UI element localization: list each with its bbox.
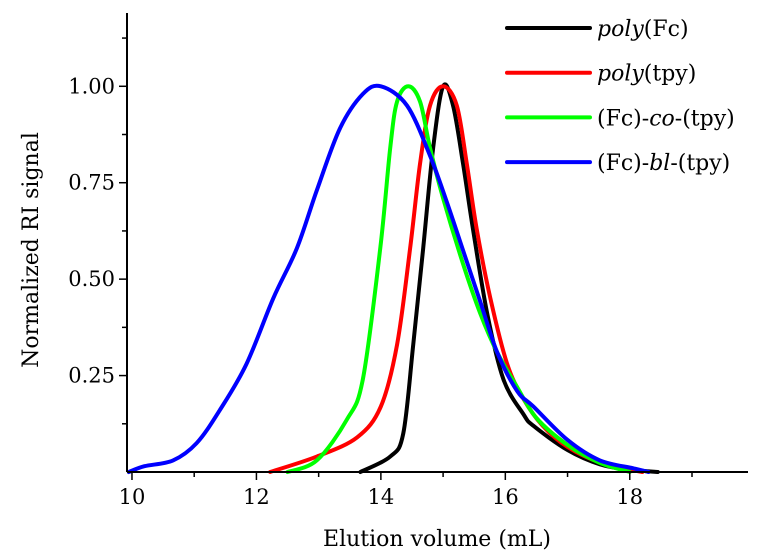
series-line-poly-tpy- [268, 84, 645, 474]
legend: poly(Fc)poly(tpy)(Fc)-co-(tpy)(Fc)-bl-(t… [505, 17, 735, 176]
series-line--fc-bl-tpy- [126, 83, 651, 474]
legend-label-part: (tpy) [644, 62, 697, 87]
legend-label-part: (Fc) [644, 17, 689, 42]
x-tick-label: 12 [243, 485, 270, 509]
x-tick-label: 14 [368, 485, 395, 509]
y-tick-label: 0.50 [68, 267, 115, 291]
legend-label-part: -(tpy) [670, 151, 730, 176]
x-axis-title: Elution volume (mL) [323, 527, 551, 552]
legend-label-part: -(tpy) [675, 106, 735, 131]
legend-label-part: poly [597, 17, 644, 42]
legend-label-part: poly [597, 62, 644, 87]
legend-label: (Fc)-bl-(tpy) [597, 151, 730, 176]
legend-label: poly(tpy) [597, 62, 696, 87]
x-tick-label: 10 [119, 485, 146, 509]
y-tick-label: 1.00 [68, 74, 115, 98]
x-tick-label: 18 [616, 485, 643, 509]
x-tick-label: 16 [492, 485, 519, 509]
y-tick-label: 0.25 [68, 364, 115, 388]
series-line--fc-co-tpy- [285, 84, 632, 474]
y-axis-title: Normalized RI signal [19, 132, 44, 368]
legend-label: (Fc)-co-(tpy) [597, 106, 735, 131]
y-tick-label: 0.75 [68, 171, 115, 195]
legend-label-part: co [649, 106, 675, 131]
legend-label-part: bl [649, 151, 670, 176]
series-line-poly-fc- [358, 82, 660, 474]
plot-area [126, 82, 660, 474]
legend-label: poly(Fc) [597, 17, 689, 42]
axes: 10 12 14 16 18 0.25 0.50 0.75 1.00 [68, 13, 748, 509]
legend-label-part: (Fc)- [597, 151, 649, 176]
legend-label-part: (Fc)- [597, 106, 649, 131]
